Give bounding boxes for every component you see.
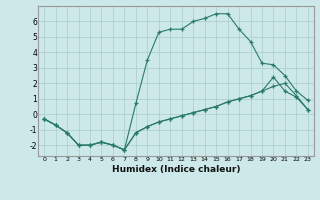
X-axis label: Humidex (Indice chaleur): Humidex (Indice chaleur) [112,165,240,174]
